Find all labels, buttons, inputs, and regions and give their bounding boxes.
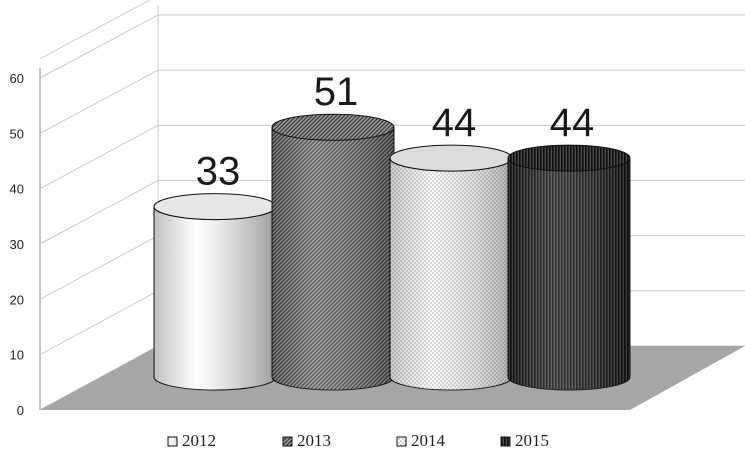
legend-swatch <box>396 436 407 447</box>
data-label-2012: 33 <box>196 150 241 194</box>
bar-shading <box>154 206 276 390</box>
bar-top <box>507 144 631 172</box>
legend-swatch <box>167 436 178 447</box>
y-tick-label: 30 <box>10 237 24 252</box>
legend-item-2015: 2015 <box>500 431 549 450</box>
legend-label: 2014 <box>411 431 446 450</box>
legend-swatch <box>500 436 511 447</box>
gridline <box>39 124 745 190</box>
bar-2012 <box>153 193 277 391</box>
bars <box>153 113 631 391</box>
bar-top <box>153 193 277 221</box>
data-label-2014: 44 <box>432 101 477 145</box>
y-axis-ticks: 0 10 20 30 40 50 60 <box>10 71 24 418</box>
y-tick-label: 10 <box>10 348 24 363</box>
bar-2013 <box>271 113 395 391</box>
bar-shading <box>508 158 630 390</box>
legend-label: 2013 <box>297 431 331 450</box>
legend-item-2014: 2014 <box>396 431 446 450</box>
bar-top <box>271 113 395 141</box>
y-tick-label: 20 <box>10 292 24 307</box>
legend-label: 2015 <box>515 431 549 450</box>
data-label-2015: 44 <box>550 101 595 145</box>
bar-2015 <box>507 144 631 391</box>
gridline <box>39 0 151 60</box>
y-tick-label: 0 <box>17 403 24 418</box>
y-tick-label: 40 <box>10 182 24 197</box>
legend-item-2013: 2013 <box>282 431 331 450</box>
gridline <box>39 69 745 134</box>
legend-label: 2012 <box>182 431 216 450</box>
legend-swatch <box>282 436 293 447</box>
y-tick-label: 50 <box>10 126 24 141</box>
gridline <box>39 14 745 79</box>
bar-shading <box>272 127 394 390</box>
data-label-2013: 51 <box>314 70 359 114</box>
legend: 2012 2013 2014 2015 <box>167 431 549 450</box>
bar-2014 <box>389 144 513 391</box>
data-labels: 33 51 44 44 <box>196 70 595 193</box>
bar-shading <box>390 158 512 390</box>
legend-item-2012: 2012 <box>167 431 216 450</box>
y-tick-label: 60 <box>10 71 24 86</box>
bar-top <box>389 144 513 172</box>
